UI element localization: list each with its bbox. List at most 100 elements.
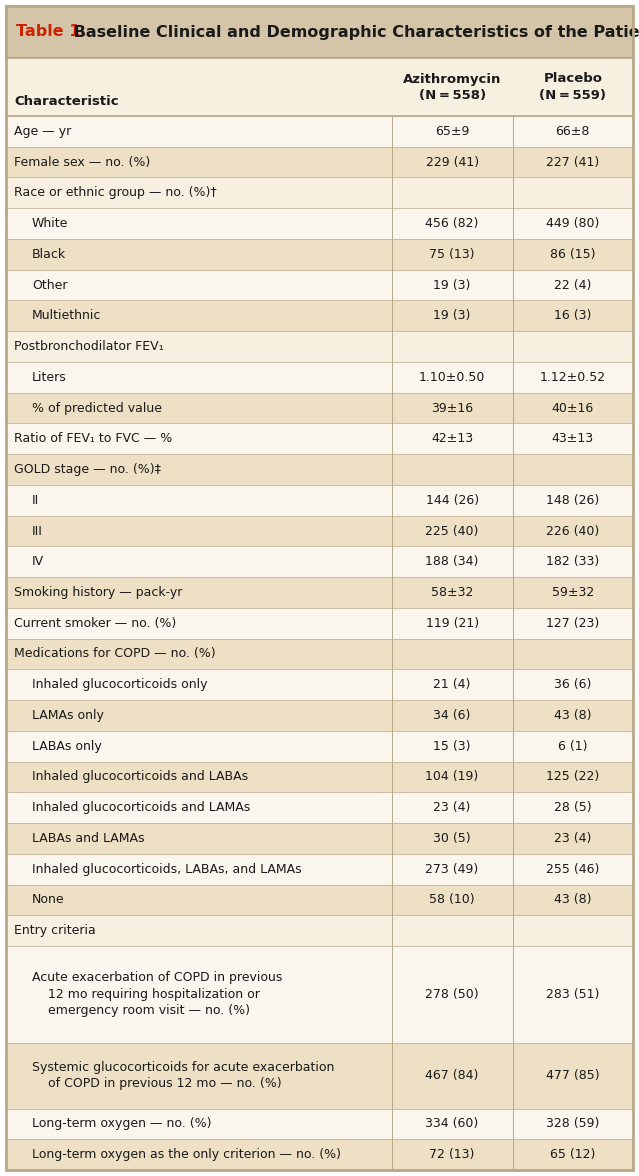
Text: 36 (6): 36 (6) — [554, 679, 592, 691]
Text: 229 (41): 229 (41) — [426, 155, 479, 168]
Bar — [6, 762, 633, 793]
Text: 19 (3): 19 (3) — [433, 309, 471, 322]
Text: Smoking history — pack-yr: Smoking history — pack-yr — [14, 586, 182, 599]
Text: III: III — [32, 524, 43, 537]
Text: 477 (85): 477 (85) — [546, 1069, 599, 1082]
Text: Inhaled glucocorticoids only: Inhaled glucocorticoids only — [32, 679, 208, 691]
Text: Acute exacerbation of COPD in previous
    12 mo requiring hospitalization or
  : Acute exacerbation of COPD in previous 1… — [32, 971, 282, 1017]
Text: 42±13: 42±13 — [431, 433, 473, 446]
Text: GOLD stage — no. (%)‡: GOLD stage — no. (%)‡ — [14, 463, 161, 476]
Bar — [6, 915, 633, 946]
Text: 59±32: 59±32 — [551, 586, 594, 599]
Text: Long-term oxygen — no. (%): Long-term oxygen — no. (%) — [32, 1117, 212, 1130]
Bar — [6, 178, 633, 208]
Text: 1.10±0.50: 1.10±0.50 — [419, 370, 485, 383]
Text: 75 (13): 75 (13) — [429, 248, 475, 261]
Text: 125 (22): 125 (22) — [546, 770, 599, 783]
Text: Azithromycin
(N = 558): Azithromycin (N = 558) — [403, 73, 502, 101]
Bar — [6, 608, 633, 639]
Text: 456 (82): 456 (82) — [426, 218, 479, 230]
Text: 226 (40): 226 (40) — [546, 524, 599, 537]
Text: 30 (5): 30 (5) — [433, 831, 471, 844]
Bar — [6, 1043, 633, 1109]
Text: 34 (6): 34 (6) — [433, 709, 471, 722]
Text: Liters: Liters — [32, 370, 66, 383]
Text: 127 (23): 127 (23) — [546, 616, 599, 629]
Text: Female sex — no. (%): Female sex — no. (%) — [14, 155, 150, 168]
Bar — [6, 362, 633, 393]
Text: 65±9: 65±9 — [435, 125, 469, 138]
Text: 16 (3): 16 (3) — [554, 309, 592, 322]
Bar — [6, 823, 633, 854]
Bar — [6, 946, 633, 1043]
Text: 43±13: 43±13 — [551, 433, 594, 446]
Text: Entry criteria: Entry criteria — [14, 924, 96, 937]
Bar — [6, 300, 633, 332]
Text: LABAs only: LABAs only — [32, 740, 102, 753]
Bar — [6, 239, 633, 269]
Text: LABAs and LAMAs: LABAs and LAMAs — [32, 831, 144, 844]
Text: 15 (3): 15 (3) — [433, 740, 471, 753]
Text: Other: Other — [32, 279, 68, 292]
Text: 188 (34): 188 (34) — [426, 555, 479, 568]
Text: 225 (40): 225 (40) — [426, 524, 479, 537]
Text: Systemic glucocorticoids for acute exacerbation
    of COPD in previous 12 mo — : Systemic glucocorticoids for acute exace… — [32, 1061, 334, 1090]
Bar — [6, 547, 633, 577]
Text: Current smoker — no. (%): Current smoker — no. (%) — [14, 616, 176, 629]
Bar — [6, 669, 633, 700]
Text: 273 (49): 273 (49) — [426, 863, 479, 876]
Text: 58 (10): 58 (10) — [429, 894, 475, 907]
Text: 283 (51): 283 (51) — [546, 988, 599, 1001]
Bar — [6, 515, 633, 547]
Bar — [6, 485, 633, 515]
Text: 278 (50): 278 (50) — [426, 988, 479, 1001]
Text: 148 (26): 148 (26) — [546, 494, 599, 507]
Text: 66±8: 66±8 — [556, 125, 590, 138]
Text: 6 (1): 6 (1) — [558, 740, 587, 753]
Text: 334 (60): 334 (60) — [426, 1117, 479, 1130]
Text: 467 (84): 467 (84) — [426, 1069, 479, 1082]
Text: Ratio of FEV₁ to FVC — %: Ratio of FEV₁ to FVC — % — [14, 433, 173, 446]
Text: 23 (4): 23 (4) — [554, 831, 592, 844]
Bar — [6, 58, 633, 116]
Bar — [6, 730, 633, 762]
Bar — [6, 577, 633, 608]
Text: Inhaled glucocorticoids and LAMAs: Inhaled glucocorticoids and LAMAs — [32, 801, 250, 814]
Text: 65 (12): 65 (12) — [550, 1148, 596, 1161]
Text: 104 (19): 104 (19) — [426, 770, 479, 783]
Text: Long-term oxygen as the only criterion — no. (%): Long-term oxygen as the only criterion —… — [32, 1148, 341, 1161]
Bar — [6, 393, 633, 423]
Bar — [6, 793, 633, 823]
Text: Age — yr: Age — yr — [14, 125, 72, 138]
Bar — [6, 454, 633, 485]
Text: Race or ethnic group — no. (%)†: Race or ethnic group — no. (%)† — [14, 186, 217, 200]
Text: Inhaled glucocorticoids and LABAs: Inhaled glucocorticoids and LABAs — [32, 770, 248, 783]
Text: 21 (4): 21 (4) — [433, 679, 471, 691]
Bar — [6, 700, 633, 730]
Text: Medications for COPD — no. (%): Medications for COPD — no. (%) — [14, 648, 215, 661]
Text: Table 1.: Table 1. — [16, 25, 86, 40]
Bar — [6, 1109, 633, 1140]
Text: 182 (33): 182 (33) — [546, 555, 599, 568]
Text: Placebo
(N = 559): Placebo (N = 559) — [539, 73, 606, 101]
Text: Postbronchodilator FEV₁: Postbronchodilator FEV₁ — [14, 340, 164, 353]
Text: 43 (8): 43 (8) — [554, 709, 592, 722]
Bar — [6, 639, 633, 669]
Text: 449 (80): 449 (80) — [546, 218, 599, 230]
Bar — [6, 116, 633, 147]
Bar — [6, 6, 633, 58]
Bar — [6, 269, 633, 300]
Text: 72 (13): 72 (13) — [429, 1148, 475, 1161]
Bar — [6, 147, 633, 178]
Text: 255 (46): 255 (46) — [546, 863, 599, 876]
Text: LAMAs only: LAMAs only — [32, 709, 104, 722]
Bar — [6, 208, 633, 239]
Text: II: II — [32, 494, 39, 507]
Text: Inhaled glucocorticoids, LABAs, and LAMAs: Inhaled glucocorticoids, LABAs, and LAMA… — [32, 863, 302, 876]
Text: 58±32: 58±32 — [431, 586, 473, 599]
Bar — [6, 854, 633, 884]
Text: Characteristic: Characteristic — [14, 95, 119, 108]
Text: 227 (41): 227 (41) — [546, 155, 599, 168]
Text: Black: Black — [32, 248, 66, 261]
Text: 39±16: 39±16 — [431, 401, 473, 415]
